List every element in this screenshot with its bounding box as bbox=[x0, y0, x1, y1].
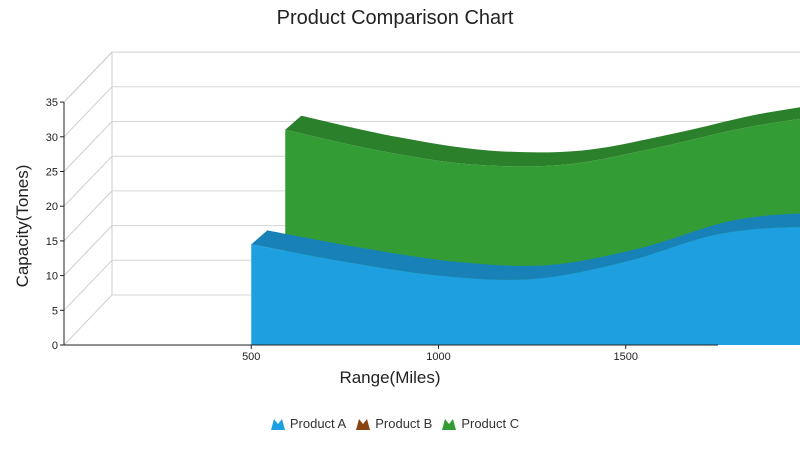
y-tick-label: 25 bbox=[46, 167, 58, 179]
x-tick-label: 1000 bbox=[426, 351, 450, 363]
legend: Product A Product B Product C bbox=[0, 416, 790, 431]
x-axis-label: Range(Miles) bbox=[339, 368, 441, 387]
side-gridline bbox=[63, 155, 113, 207]
legend-swatch-product-c bbox=[442, 418, 457, 430]
legend-label-product-c: Product C bbox=[461, 416, 520, 431]
legend-label-product-a: Product A bbox=[289, 416, 347, 431]
y-tick-label: 10 bbox=[46, 271, 58, 283]
side-edge bbox=[63, 51, 113, 103]
side-gridline bbox=[63, 121, 113, 172]
side-gridline bbox=[63, 259, 113, 311]
x-tick-label: 1500 bbox=[614, 351, 638, 363]
side-gridline bbox=[63, 86, 113, 138]
side-gridline bbox=[63, 225, 113, 276]
legend-swatch-product-a bbox=[270, 418, 285, 430]
series-product-c-top bbox=[285, 107, 800, 167]
y-tick-label: 35 bbox=[46, 97, 58, 109]
y-tick-label: 20 bbox=[46, 201, 58, 213]
side-gridline bbox=[63, 190, 113, 242]
chart-title: Product Comparison Chart bbox=[276, 7, 514, 29]
series-product-a-top bbox=[251, 213, 800, 280]
y-tick-label: 30 bbox=[46, 132, 58, 144]
legend-swatch-product-b bbox=[356, 418, 371, 430]
legend-item-product-b[interactable]: Product B bbox=[356, 416, 432, 431]
legend-item-product-a[interactable]: Product A bbox=[270, 416, 347, 431]
y-axis-label: Capacity(Tones) bbox=[13, 164, 32, 288]
x-tick-label: 500 bbox=[242, 351, 260, 363]
y-tick-label: 5 bbox=[52, 305, 58, 317]
legend-label-product-b: Product B bbox=[375, 416, 433, 431]
y-tick-label: 0 bbox=[52, 340, 58, 352]
y-tick-label: 15 bbox=[46, 236, 58, 248]
series-product-a-front bbox=[251, 227, 800, 345]
legend-item-product-c[interactable]: Product C bbox=[442, 416, 519, 431]
side-gridline bbox=[63, 294, 113, 346]
